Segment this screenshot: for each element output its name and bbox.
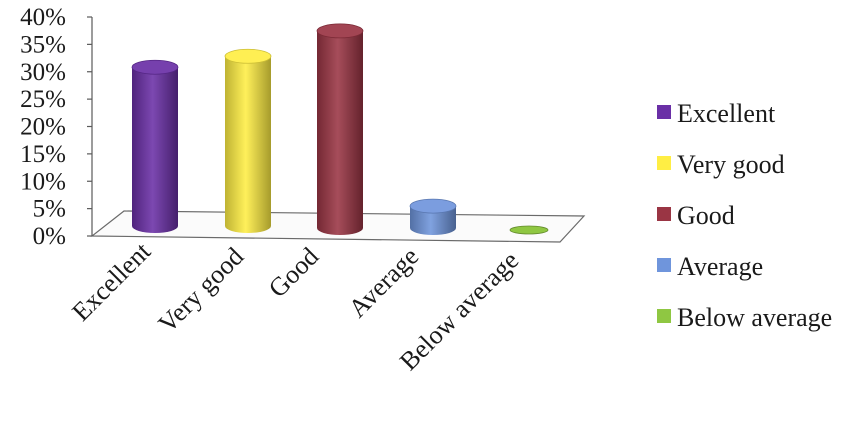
bar-body [225, 56, 271, 234]
y-tick-label: 40% [20, 4, 66, 31]
bar-top [224, 48, 272, 64]
legend-item: Average [657, 252, 763, 281]
y-tick-label: 15% [20, 141, 66, 168]
legend-swatch [657, 309, 671, 323]
bar-average [409, 198, 457, 235]
bar-top [509, 225, 549, 235]
legend-item: Excellent [657, 99, 776, 128]
legend-item: Below average [657, 303, 832, 332]
y-tick-label: 5% [33, 196, 66, 223]
bar-body [132, 67, 178, 233]
x-category-label: Average [343, 242, 424, 323]
bar-excellent [131, 59, 179, 233]
y-tick-label: 35% [20, 31, 66, 58]
legend-item: Good [657, 201, 735, 230]
bar-below-average [509, 225, 549, 235]
legend: Excellent Very good Good Average Below avera… [657, 99, 832, 332]
legend-swatch [657, 207, 671, 221]
y-tick-label: 10% [20, 168, 66, 195]
bar-body [317, 30, 363, 236]
legend-label: Excellent [677, 99, 776, 128]
x-category-label: Excellent [66, 236, 156, 326]
legend-swatch [657, 258, 671, 272]
legend-label: Below average [677, 303, 832, 332]
y-axis: 0%5%10%15%20%25%30%35%40% [20, 4, 93, 250]
legend-label: Very good [677, 150, 785, 179]
bar-top [131, 59, 179, 75]
legend-swatch [657, 156, 671, 170]
bar-top [316, 23, 364, 39]
y-tick-label: 30% [20, 59, 66, 86]
y-tick-label: 0% [33, 223, 66, 250]
y-tick-label: 20% [20, 114, 66, 141]
bar-good [316, 23, 364, 236]
bar-body [410, 206, 456, 235]
legend-item: Very good [657, 150, 785, 179]
x-category-label: Good [263, 242, 324, 303]
legend-label: Good [677, 201, 735, 230]
x-category-label: Very good [153, 242, 250, 339]
y-tick-label: 25% [20, 86, 66, 113]
legend-swatch [657, 105, 671, 119]
bar-very-good [224, 48, 272, 234]
bar-top [409, 198, 457, 214]
legend-label: Average [677, 252, 763, 281]
bars [131, 23, 549, 236]
